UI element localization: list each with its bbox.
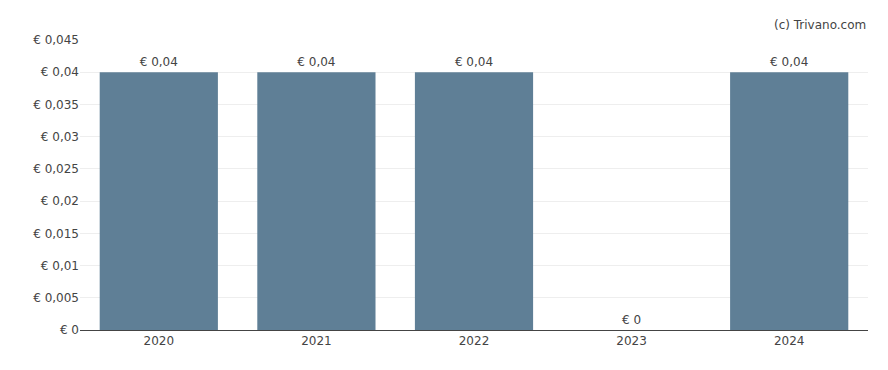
svg-text:2021: 2021 bbox=[301, 334, 332, 348]
svg-text:€ 0,035: € 0,035 bbox=[33, 98, 79, 112]
svg-text:€ 0,04: € 0,04 bbox=[770, 55, 808, 69]
svg-text:€ 0,02: € 0,02 bbox=[41, 194, 79, 208]
svg-text:€ 0,01: € 0,01 bbox=[41, 259, 79, 273]
svg-text:2023: 2023 bbox=[616, 334, 647, 348]
svg-text:€ 0: € 0 bbox=[622, 313, 641, 327]
svg-text:2020: 2020 bbox=[144, 334, 175, 348]
svg-text:€ 0,04: € 0,04 bbox=[297, 55, 335, 69]
svg-text:(c) Trivano.com: (c) Trivano.com bbox=[774, 18, 866, 32]
svg-text:€ 0: € 0 bbox=[60, 323, 79, 337]
svg-text:2022: 2022 bbox=[459, 334, 490, 348]
svg-text:€ 0,03: € 0,03 bbox=[41, 130, 79, 144]
svg-text:€ 0,005: € 0,005 bbox=[33, 291, 79, 305]
svg-text:€ 0,045: € 0,045 bbox=[33, 33, 79, 47]
svg-text:€ 0,025: € 0,025 bbox=[33, 162, 79, 176]
svg-text:€ 0,04: € 0,04 bbox=[41, 65, 79, 79]
svg-text:€ 0,04: € 0,04 bbox=[140, 55, 178, 69]
svg-text:€ 0,015: € 0,015 bbox=[33, 227, 79, 241]
svg-text:2024: 2024 bbox=[774, 334, 805, 348]
svg-text:€ 0,04: € 0,04 bbox=[455, 55, 493, 69]
